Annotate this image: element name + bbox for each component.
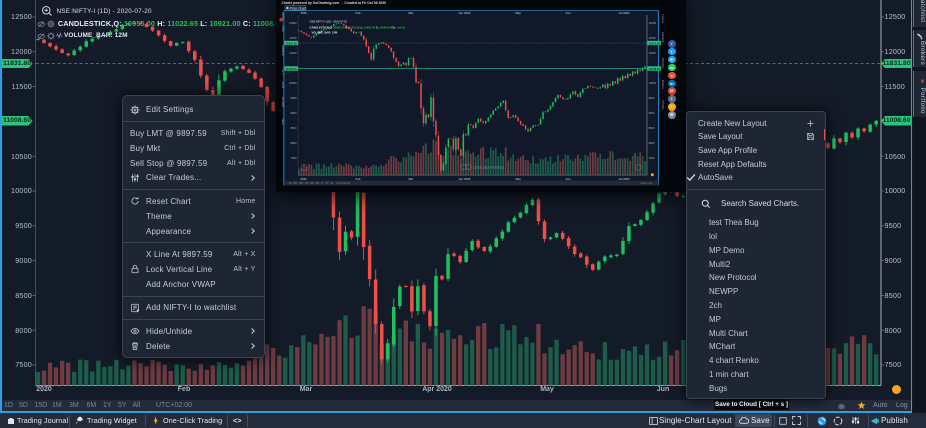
svg-text:10000: 10000 xyxy=(289,81,297,85)
svg-text:2020: 2020 xyxy=(300,11,307,15)
svg-text:Feb: Feb xyxy=(355,177,360,181)
svg-text:Mar: Mar xyxy=(408,11,414,15)
svg-text:Price Chart: Price Chart xyxy=(290,6,306,10)
svg-text:Mar: Mar xyxy=(408,177,414,181)
svg-text:Brokers: Brokers xyxy=(661,80,665,90)
svg-text:Apr 2020: Apr 2020 xyxy=(458,11,470,15)
svg-text:US Book: US Book xyxy=(281,97,285,108)
svg-text:Drawings: Drawings xyxy=(661,32,665,44)
svg-text:May: May xyxy=(515,11,521,15)
svg-text:Auto Log: Auto Log xyxy=(640,181,652,185)
svg-text:11008.60: 11008.60 xyxy=(285,67,297,71)
svg-text:11500: 11500 xyxy=(289,36,297,40)
svg-text:2020: 2020 xyxy=(300,177,307,181)
svg-text:8500: 8500 xyxy=(290,126,296,130)
svg-text:T & S: T & S xyxy=(281,68,285,75)
svg-text:Jun: Jun xyxy=(565,177,570,181)
svg-text:11831.80: 11831.80 xyxy=(648,41,660,45)
svg-text:News: News xyxy=(281,118,285,125)
svg-text:CANDLESTICK,Q: 10955.00 H: 110: CANDLESTICK,Q: 10955.00 H: 11022.65 L: 1… xyxy=(309,26,405,30)
svg-text:Jul 2020: Jul 2020 xyxy=(618,177,629,181)
svg-text:9500: 9500 xyxy=(648,96,654,100)
svg-text:GOCHARTING: GOCHARTING xyxy=(473,165,504,170)
svg-text:VOLUME_BAR: 12M: VOLUME_BAR: 12M xyxy=(311,31,337,35)
svg-text:7500: 7500 xyxy=(648,156,654,160)
svg-text:May: May xyxy=(515,177,521,181)
svg-text:1D 5D 15D 1M 3M 6M 1Y 5: 1D 5D 15D 1M 3M 6M 1Y 5Y All UTC+02:00 xyxy=(288,181,350,185)
svg-text:9500: 9500 xyxy=(290,96,296,100)
svg-text:NSE:NIFTY-I (1D) - 2020-07-20: NSE:NIFTY-I (1D) - 2020-07-20 xyxy=(309,20,347,24)
svg-text:Portfolio: Portfolio xyxy=(661,100,665,110)
svg-text:9000: 9000 xyxy=(648,111,654,115)
svg-text:8000: 8000 xyxy=(648,141,654,145)
svg-text:Watchlist: Watchlist xyxy=(661,58,665,69)
svg-text:12000: 12000 xyxy=(289,21,297,25)
svg-text:8500: 8500 xyxy=(648,126,654,130)
svg-text:11000: 11000 xyxy=(648,51,656,55)
svg-text:Layouts: Layouts xyxy=(661,14,665,24)
svg-text:Feb: Feb xyxy=(355,11,360,15)
svg-text:11000: 11000 xyxy=(289,51,297,55)
svg-text:Jun: Jun xyxy=(565,11,570,15)
svg-text:Study: Study xyxy=(281,25,285,32)
svg-text:10000: 10000 xyxy=(648,81,656,85)
svg-text:9000: 9000 xyxy=(290,111,296,115)
svg-text:DOM: DOM xyxy=(281,82,285,88)
svg-text:Drawings: Drawings xyxy=(281,45,285,57)
svg-text:7500: 7500 xyxy=(290,156,296,160)
svg-text:Apr 2020: Apr 2020 xyxy=(458,177,470,181)
svg-text:8000: 8000 xyxy=(290,141,296,145)
svg-text:11831.80: 11831.80 xyxy=(285,41,297,45)
svg-text:11008.60: 11008.60 xyxy=(648,67,660,71)
svg-text:11500: 11500 xyxy=(648,36,656,40)
svg-text:Layers: Layers xyxy=(281,12,285,20)
svg-text:12000: 12000 xyxy=(648,21,656,25)
svg-text:Jul 2020: Jul 2020 xyxy=(618,11,629,15)
